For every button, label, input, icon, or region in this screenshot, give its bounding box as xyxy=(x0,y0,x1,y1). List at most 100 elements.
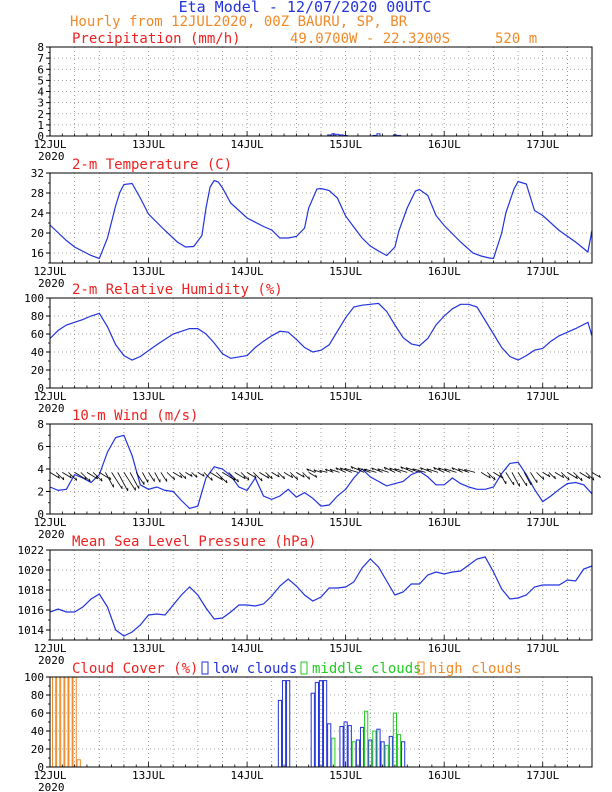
data-point xyxy=(107,606,108,608)
data-point xyxy=(320,188,322,189)
wind-arrow-head xyxy=(270,475,273,480)
data-point xyxy=(115,205,117,206)
data-point xyxy=(263,495,264,497)
wind-arrow xyxy=(517,472,528,487)
wind-arrow xyxy=(68,472,78,481)
data-point xyxy=(90,598,92,600)
wind-arrow xyxy=(523,472,532,486)
series-line xyxy=(49,179,593,260)
data-point xyxy=(148,213,149,215)
x-axis-year: 2020 xyxy=(38,402,65,415)
data-point xyxy=(542,501,544,503)
data-point xyxy=(369,303,371,305)
x-tick-label: 17JUL xyxy=(526,390,559,403)
data-point xyxy=(415,190,416,192)
data-point xyxy=(107,237,108,239)
wind-arrow xyxy=(135,472,145,485)
data-point xyxy=(320,505,322,507)
data-point xyxy=(575,580,576,582)
wind-arrow xyxy=(277,472,285,480)
data-point xyxy=(394,483,396,485)
wind-arrow xyxy=(350,466,365,473)
data-point xyxy=(369,245,371,247)
data-point xyxy=(222,187,223,189)
data-point xyxy=(107,326,108,328)
data-point xyxy=(148,488,149,490)
data-point xyxy=(550,340,552,342)
data-point xyxy=(82,319,84,320)
precipitation-title: Precipitation (mm/h) xyxy=(72,31,241,47)
bar xyxy=(331,737,336,768)
pressure-title: Mean Sea Level Pressure (hPa) xyxy=(72,534,316,550)
wind-arrow-head xyxy=(548,473,551,477)
data-point xyxy=(337,197,338,199)
wind-arrow xyxy=(405,467,420,473)
x-tick-label: 17JUL xyxy=(526,769,559,782)
data-point xyxy=(131,455,133,456)
data-point xyxy=(558,230,560,231)
bar xyxy=(277,699,283,768)
wind-arrow xyxy=(129,472,140,489)
wind-arrow xyxy=(191,472,198,478)
data-point xyxy=(410,474,412,476)
wind-arrow-head xyxy=(283,475,285,480)
data-point xyxy=(107,451,108,453)
data-point xyxy=(238,486,240,488)
wind-arrow-head xyxy=(180,475,183,479)
data-point xyxy=(238,604,240,606)
wind-arrow-head xyxy=(308,476,311,480)
x-tick-label: 13JUL xyxy=(132,769,165,782)
y-tick-label: 7 xyxy=(37,52,44,65)
x-tick-label: 14JUL xyxy=(231,138,264,151)
data-point xyxy=(287,488,289,490)
x-tick-label: 16JUL xyxy=(428,516,461,529)
data-point xyxy=(525,594,527,596)
data-point xyxy=(419,583,420,585)
wind-arrow-head xyxy=(493,477,496,481)
data-point xyxy=(271,335,273,337)
wind-arrow xyxy=(389,467,402,473)
data-point xyxy=(98,258,100,259)
wind-arrow xyxy=(154,472,161,483)
wind-arrow-head xyxy=(335,467,338,471)
x-tick-label: 16JUL xyxy=(428,265,461,278)
wind-title: 10-m Wind (m/s) xyxy=(72,408,198,424)
data-point xyxy=(451,571,453,573)
wind-arrow xyxy=(364,468,377,473)
x-tick-label: 15JUL xyxy=(329,138,362,151)
wind-arrow xyxy=(579,472,591,479)
wind-arrow xyxy=(487,472,496,481)
data-point xyxy=(230,357,232,359)
data-point xyxy=(201,235,203,236)
bar xyxy=(314,681,319,768)
wind-arrow-head xyxy=(75,477,78,481)
data-point xyxy=(476,488,478,490)
x-tick-label: 17JUL xyxy=(526,265,559,278)
bar xyxy=(347,725,352,768)
wind-arrow-head xyxy=(580,477,583,481)
x-tick-label: 16JUL xyxy=(428,138,461,151)
data-point xyxy=(575,328,576,329)
data-point xyxy=(534,349,535,351)
data-point xyxy=(345,488,347,490)
humidity-title: 2-m Relative Humidity (%) xyxy=(72,282,283,298)
data-point xyxy=(90,255,92,256)
data-point xyxy=(378,480,379,482)
data-point xyxy=(148,614,149,616)
y-tick-label: 0 xyxy=(37,508,44,521)
data-point xyxy=(295,339,297,340)
data-point xyxy=(410,343,412,345)
data-point xyxy=(98,474,100,476)
wind-arrow xyxy=(344,467,359,473)
data-point xyxy=(246,489,248,491)
x-tick-label: 12JUL xyxy=(33,390,66,403)
data-point xyxy=(558,335,560,337)
y-tick-label: 2 xyxy=(37,108,44,121)
data-point xyxy=(435,324,437,326)
wind-arrow-head xyxy=(383,467,387,470)
series-line xyxy=(49,302,593,361)
wind-arrow xyxy=(246,472,257,479)
y-tick-label: 6 xyxy=(37,63,44,76)
data-point xyxy=(230,611,232,613)
data-point xyxy=(427,476,429,478)
